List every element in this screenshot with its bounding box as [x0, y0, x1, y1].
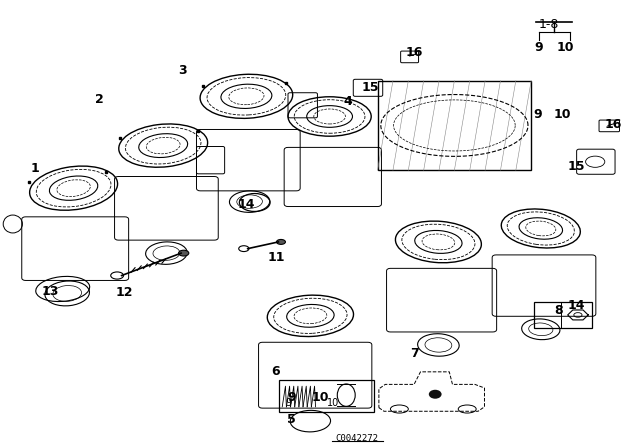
- Text: 10: 10: [553, 108, 571, 121]
- Text: 9: 9: [533, 108, 542, 121]
- Text: 9: 9: [534, 40, 543, 54]
- Text: 8: 8: [554, 303, 563, 317]
- Text: 13: 13: [41, 284, 59, 298]
- Text: 9: 9: [287, 391, 296, 405]
- Text: 15: 15: [361, 81, 379, 94]
- Text: 11: 11: [268, 251, 285, 264]
- Text: 6: 6: [271, 365, 280, 379]
- Ellipse shape: [179, 250, 189, 256]
- Bar: [534, 302, 592, 328]
- Text: 9: 9: [285, 398, 292, 408]
- Text: 16: 16: [604, 117, 622, 131]
- Text: 7: 7: [410, 347, 419, 361]
- Text: 5: 5: [287, 413, 296, 426]
- Text: 1-8: 1-8: [539, 18, 559, 31]
- Bar: [378, 81, 531, 170]
- Text: 3: 3: [178, 64, 187, 77]
- Text: C0042272: C0042272: [335, 434, 379, 443]
- Text: 1: 1: [31, 161, 40, 175]
- Text: 10: 10: [556, 40, 574, 54]
- Text: 10: 10: [327, 398, 340, 408]
- Bar: [279, 380, 374, 412]
- Ellipse shape: [429, 390, 442, 399]
- Text: 16: 16: [406, 46, 424, 60]
- Text: 4: 4: [343, 95, 352, 108]
- Text: 10: 10: [311, 391, 329, 405]
- Text: 12: 12: [116, 285, 134, 299]
- Text: 14: 14: [237, 198, 255, 211]
- Text: 14: 14: [567, 299, 585, 312]
- Text: 2: 2: [95, 93, 104, 106]
- Text: 15: 15: [567, 160, 585, 173]
- Ellipse shape: [276, 239, 285, 245]
